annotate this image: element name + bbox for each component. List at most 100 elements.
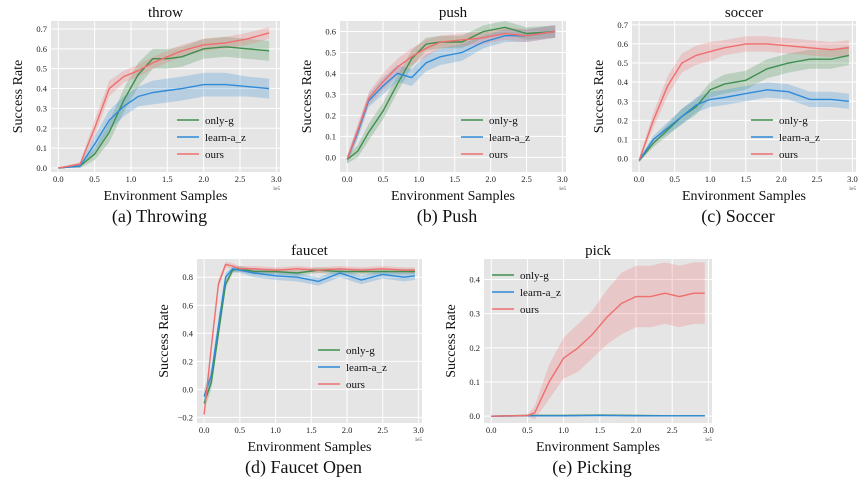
series-band-ours [347,25,556,164]
x-multiplier: 1e5 [415,438,423,443]
series-line-ours [58,32,270,169]
grid [197,259,422,423]
series-line-only-g [638,54,850,161]
y-tick-label: 0.5 [617,58,628,68]
x-axis-label: Environment Samples [391,189,515,204]
x-tick-label: 2.0 [631,425,642,435]
x-tick-label: 0.0 [634,174,645,184]
y-tick-label: 0.1 [36,143,47,153]
chart-title: pick [585,243,611,259]
legend-label: ours [205,149,224,161]
chart-caption: (b) Push [417,206,478,227]
series-line-ours [491,292,705,417]
x-tick-label: 1.0 [414,174,425,184]
x-tick-label: 1.0 [705,174,716,184]
legend-label: ours [346,379,365,391]
series-band-only-g [639,45,849,163]
y-tick-label: 0.4 [36,84,47,94]
y-axis-label: Success Rate [592,60,607,133]
chart-title: push [439,5,468,21]
x-tick-label: 1.5 [449,174,460,184]
y-tick-label: 0.7 [36,24,47,34]
x-tick-label: 2.5 [235,174,246,184]
x-tick-label: 2.5 [812,174,823,184]
plot-area [197,259,422,423]
legend-label: learn-a_z [779,132,820,144]
grid [51,21,280,172]
y-tick-label: 0.2 [182,356,193,366]
series-line-ours [346,30,556,160]
series-line-learn-a_z [58,83,270,169]
y-axis-label: Success Rate [444,304,459,377]
legend-label: only-g [779,115,808,127]
y-tick-label: 0.5 [325,47,336,57]
series-band-only-g [58,36,270,169]
x-tick-label: 3.0 [413,425,424,435]
x-tick-label: 3.0 [847,174,858,184]
x-multiplier: 1e5 [559,187,567,192]
y-tick-label: 0.4 [469,275,480,285]
x-tick-label: 1.5 [594,425,605,435]
grid [340,21,566,172]
plot-area [632,21,856,172]
y-tick-label: 0.1 [469,377,480,387]
y-tick-label: 0.3 [617,96,628,106]
chart-caption: (c) Soccer [701,206,774,227]
legend-label: only-g [489,115,518,127]
series-line-learn-a_z [203,268,415,397]
x-tick-label: 2.0 [776,174,787,184]
x-tick-label: 0.0 [199,425,210,435]
series-line-only-g [203,268,415,404]
plot-area [51,21,280,172]
chart-soccer: 0.0 0.5 1.0 1.5 2.0 2.5 3.0 0.0 0.1 0.2 0.3 0.4 0.5 0… [592,5,858,227]
plot-area [484,259,712,423]
chart-title: throw [148,5,183,21]
x-tick-label: 0.5 [522,425,533,435]
series-line-ours [638,43,849,161]
x-tick-label: 2.0 [198,174,209,184]
y-tick-label: 0.2 [36,123,47,133]
x-axis-label: Environment Samples [536,440,660,455]
x-tick-label: 3.0 [557,174,568,184]
x-multiplier: 1e5 [705,438,713,443]
legend-label: ours [489,149,508,161]
x-tick-label: 1.5 [740,174,751,184]
x-axis-label: Environment Samples [682,189,806,204]
y-tick-label: 0.4 [617,77,628,87]
x-tick-label: 0.0 [342,174,353,184]
x-tick-label: 0.5 [235,425,246,435]
y-tick-label: 0.4 [182,328,193,338]
legend-label: only-g [346,345,375,357]
series-band-learn-a_z [347,25,556,164]
y-tick-label: 0.2 [325,110,336,120]
y-tick-label: 0.0 [325,152,336,162]
y-tick-label: 0.0 [182,384,193,394]
series-line-ours [203,263,415,415]
y-tick-label: 0.6 [617,39,628,49]
x-tick-label: 2.0 [485,174,496,184]
y-axis-label: Success Rate [300,60,315,133]
legend-label: learn-a_z [489,132,530,144]
chart-title: faucet [291,243,328,259]
x-tick-label: 3.0 [703,425,714,435]
x-tick-label: 1.5 [162,174,173,184]
x-tick-label: 2.5 [667,425,678,435]
y-tick-label: 0.1 [325,131,336,141]
y-tick-label: 0.2 [469,343,480,353]
legend-label: learn-a_z [520,287,561,299]
x-tick-label: 2.5 [521,174,532,184]
x-tick-label: 2.5 [377,425,388,435]
legend-label: ours [779,149,798,161]
legend-label: learn-a_z [205,132,246,144]
x-tick-label: 1.0 [558,425,569,435]
x-tick-label: 1.0 [126,174,137,184]
y-tick-label: 0.3 [469,309,480,319]
x-tick-label: 1.5 [306,425,317,435]
x-tick-label: 0.0 [486,425,497,435]
chart-caption: (d) Faucet Open [245,457,362,478]
series-band-learn-a_z [58,72,270,168]
chart-title: soccer [725,5,763,21]
